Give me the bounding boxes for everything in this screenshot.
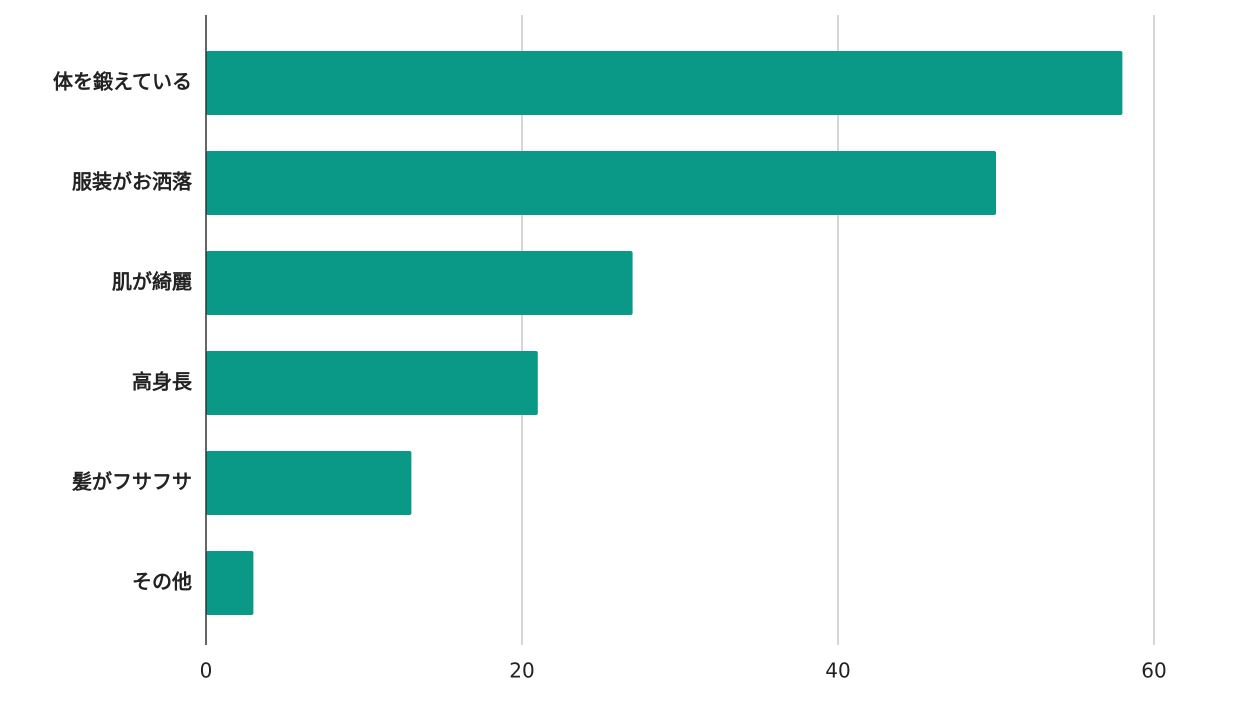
bar (206, 251, 633, 315)
bar (206, 151, 996, 215)
y-tick-label: 髪がフサフサ (71, 470, 192, 494)
bar (206, 51, 1123, 115)
y-tick-label: 服装がお洒落 (72, 170, 193, 194)
y-tick-label: その他 (132, 570, 192, 594)
y-tick-label: 高身長 (132, 370, 193, 394)
bar (206, 551, 254, 615)
y-tick-label: 肌が綺麗 (112, 270, 192, 294)
x-tick-label: 40 (825, 659, 850, 683)
bar (206, 351, 538, 415)
x-tick-label: 20 (509, 659, 534, 683)
x-tick-label: 0 (200, 659, 213, 683)
bar (206, 451, 412, 515)
x-tick-label: 60 (1141, 659, 1166, 683)
y-tick-label: 体を鍛えている (53, 70, 192, 94)
